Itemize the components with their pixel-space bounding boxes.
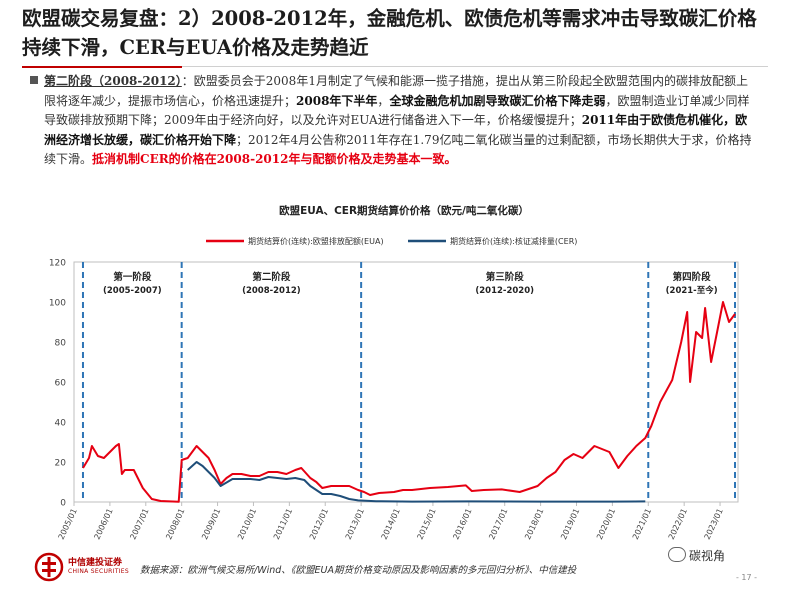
x-tick-label: 2021/01 [631, 507, 653, 541]
y-tick-label: 100 [49, 299, 66, 309]
plot-area-frame [73, 261, 739, 503]
x-tick-label: 2017/01 [487, 507, 509, 541]
x-tick-label: 2022/01 [667, 507, 689, 541]
phase-name-label: 第四阶段 [673, 271, 712, 283]
phase-period-label: (2005-2007) [103, 286, 162, 296]
x-tick-label: 2020/01 [595, 507, 617, 541]
wechat-watermark: 碳视角 [668, 547, 725, 564]
phase-dividers: 第一阶段 (2005-2007) 第二阶段 (2008-2012) 第三阶段 (2012-… [81, 262, 737, 502]
watermark-text: 碳视角 [689, 549, 726, 563]
body-paragraph: 第二阶段（2008-2012）：欧盟委员会于2008年1月制定了气候和能源一揽子… [44, 72, 756, 170]
x-tick-label: 2008/01 [164, 507, 186, 541]
phase-period-label: (2012-2020) [475, 286, 534, 296]
legend-label: 期货结算价(连续):核证减排量(CER) [450, 236, 577, 246]
chart-legend: 期货结算价(连续):欧盟排放配额(EUA) 期货结算价(连续):核证减排量(CER… [206, 236, 577, 246]
y-tick-label: 80 [55, 339, 67, 349]
phase-name-label: 第二阶段 [252, 271, 291, 283]
x-tick-label: 2014/01 [380, 507, 402, 541]
y-tick-label: 120 [49, 259, 66, 269]
company-name-en: CHINA SECURITIES [68, 568, 129, 575]
phase-name-label: 第三阶段 [486, 271, 525, 283]
x-tick-label: 2019/01 [559, 507, 581, 541]
eua-series-line [82, 301, 736, 503]
phase-period-label: (2008-2012) [242, 286, 301, 296]
body-sentence-3: ；2012年4月公告称2011年存在1.79亿吨二氧化碳当量的过剩配额，市场长期… [44, 132, 752, 167]
data-source-note: 数据来源：欧洲气候交易所/Wind、《欧盟EUA期货价格变动原因及影响因素的多元… [140, 565, 577, 576]
chart-title: 欧盟EUA、CER期货结算价价格（欧元/吨二氧化碳） [279, 204, 529, 217]
x-tick-label: 2007/01 [128, 507, 150, 541]
y-tick-label: 0 [60, 499, 66, 509]
bullet-square-icon [30, 76, 38, 84]
body-emphasis-1: 2008年下半年 [296, 93, 378, 108]
x-tick-label: 2012/01 [308, 507, 330, 541]
page-number: - 17 - [736, 573, 758, 582]
x-tick-label: 2023/01 [703, 507, 725, 541]
phase-name-label: 第一阶段 [113, 271, 152, 283]
cer-series-line [187, 461, 646, 503]
phase-label: 第二阶段（2008-2012） [44, 74, 182, 88]
x-tick-label: 2005/01 [57, 507, 79, 541]
body-emphasis-2: 全球金融危机加剧导致碳汇价格下降走弱 [389, 93, 606, 108]
legend-label: 期货结算价(连续):欧盟排放配额(EUA) [248, 236, 384, 246]
price-line-chart: 欧盟EUA、CER期货结算价价格（欧元/吨二氧化碳） 期货结算价(连续):欧盟排… [49, 204, 739, 541]
wechat-icon [668, 547, 686, 562]
y-tick-label: 20 [55, 459, 67, 469]
x-tick-label: 2016/01 [451, 507, 473, 541]
body-sentence-2: ，欧盟制造业订单减少同样导致碳排放预期下降；2009年由于经济向好，以及允许对E… [44, 93, 750, 128]
x-tick-label: 2013/01 [344, 507, 366, 541]
page-title: 欧盟碳交易复盘：2）2008-2012年，金融危机、欧债危机等需求冲击导致碳汇价… [22, 7, 757, 59]
x-tick-label: 2011/01 [272, 507, 294, 541]
chart-series [82, 301, 736, 503]
body-conclusion: 抵消机制CER的价格在2008-2012年与配额价格及走势基本一致。 [92, 152, 457, 167]
title-accent-line [22, 66, 182, 68]
company-name: 中信建投证券 [68, 558, 123, 568]
body-comma: ， [377, 93, 390, 108]
x-tick-label: 2010/01 [236, 507, 258, 541]
x-tick-label: 2006/01 [93, 507, 115, 541]
x-tick-label: 2009/01 [200, 507, 222, 541]
body-emphasis-3: 2011年由于欧债危机催化，欧洲经济增长放缓，碳汇价格开始下降 [44, 113, 748, 147]
y-tick-label: 40 [55, 419, 67, 429]
y-tick-label: 60 [55, 379, 67, 389]
china-securities-logo-icon [34, 552, 64, 582]
x-tick-label: 2018/01 [523, 507, 545, 541]
phase-period-label: (2021-至今) [666, 285, 718, 296]
body-sentence-1: ：欧盟委员会于2008年1月制定了气候和能源一揽子措施，提出从第三阶段起全欧盟范… [44, 74, 748, 108]
x-tick-label: 2015/01 [416, 507, 438, 541]
title-divider-line [182, 66, 768, 67]
